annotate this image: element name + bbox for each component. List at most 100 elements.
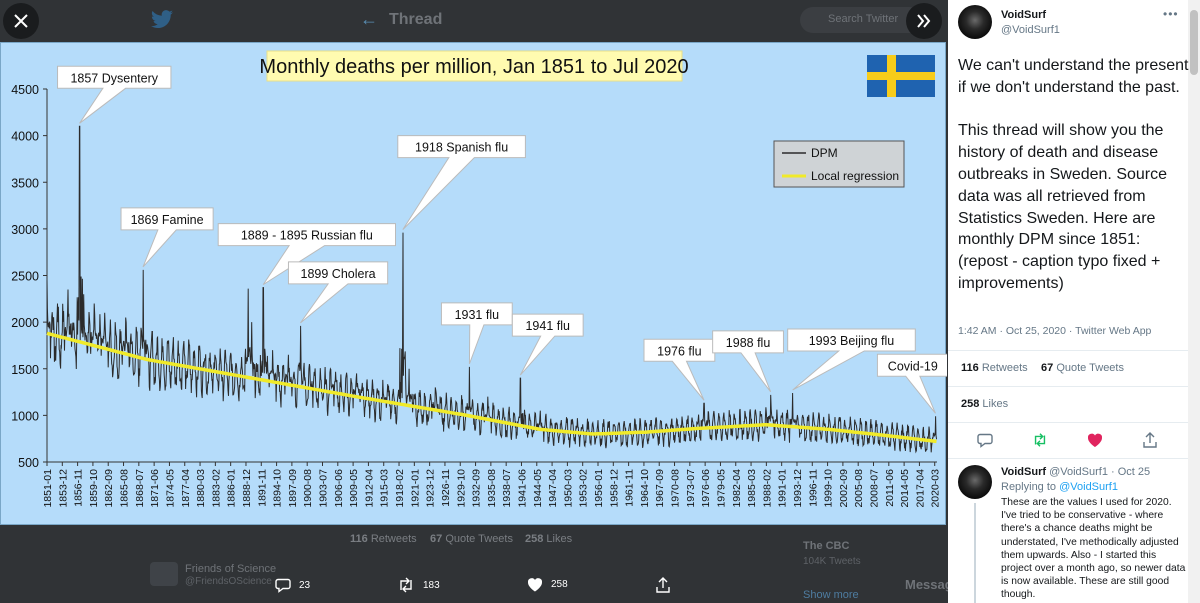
reply-icon (275, 578, 291, 593)
x-tick-label: 1871-06 (149, 469, 161, 508)
backdrop-retweets: 116 Retweets (350, 533, 417, 545)
deaths-chart: 500 1000 1500 2000 2500 3000 3500 4000 4500 1851… (11, 50, 947, 508)
x-tick-label: 1877-04 (180, 469, 192, 508)
scrollbar[interactable] (1188, 0, 1200, 603)
swedish-flag-icon (867, 55, 935, 97)
annotation-label: 1993 Beijing flu (809, 334, 895, 348)
x-tick-label: 1941-06 (516, 469, 528, 508)
y-tick-label: 1500 (11, 363, 39, 377)
backdrop-likes: 258 Likes (525, 533, 573, 545)
x-tick-label: 1853-12 (57, 469, 69, 508)
x-tick-label: 1862-09 (103, 469, 115, 508)
more-options-icon[interactable]: ••• (1163, 7, 1179, 21)
x-tick-label: 1915-03 (379, 469, 391, 508)
y-tick-label: 500 (18, 456, 39, 470)
thread-header-title: Thread (389, 11, 443, 28)
avatar[interactable] (958, 5, 992, 39)
legend-regression-label: Local regression (811, 169, 899, 183)
annotation-label: 1889 - 1895 Russian flu (241, 229, 373, 243)
reply-text: These are the values I used for 2020. I'… (1001, 497, 1186, 601)
chart-title-group: Monthly deaths per million, Jan 1851 to … (259, 50, 689, 82)
back-arrow-icon: ← (360, 9, 378, 29)
y-tick-label: 4000 (11, 130, 39, 144)
x-tick-label: 1912-04 (363, 469, 375, 508)
x-tick-label: 1973-07 (685, 469, 697, 508)
avatar[interactable] (958, 465, 992, 499)
author-handle[interactable]: @VoidSurf1 (1001, 24, 1060, 36)
local-regression-line (46, 331, 937, 444)
x-tick-label: 1886-01 (226, 469, 238, 508)
annotation-label: Covid-19 (888, 359, 938, 373)
annotation-label: 1976 flu (657, 344, 702, 358)
share-icon[interactable] (1142, 432, 1158, 448)
annotation-callout: 1988 flu (712, 330, 784, 393)
x-tick-label: 2011-06 (884, 469, 896, 507)
y-tick-label: 4500 (11, 83, 39, 97)
reply-icon[interactable] (977, 432, 993, 448)
x-tick-label: 1956-01 (593, 469, 605, 508)
x-tick-label: 1874-05 (164, 469, 176, 508)
x-tick-label: 1999-10 (823, 469, 835, 508)
scrollbar-thumb[interactable] (1190, 10, 1198, 75)
divider (948, 422, 1188, 423)
backdrop-trend-name: The CBC (803, 540, 850, 552)
tweet-image: 500 1000 1500 2000 2500 3000 3500 4000 4500 1851… (0, 42, 947, 525)
legend-box (773, 140, 905, 188)
x-tick-label: 2008-07 (869, 469, 881, 508)
heart-icon[interactable] (1087, 432, 1103, 448)
backdrop-trend-sub: 104K Tweets (803, 556, 861, 567)
backdrop-avatar (150, 562, 178, 586)
likes-stat[interactable]: 258 Likes (961, 398, 1009, 410)
tweet-timestamp[interactable]: 1:42 AM · Oct 25, 2020 · Twitter Web App (958, 325, 1152, 337)
annotation-label: 1918 Spanish flu (415, 141, 508, 155)
x-tick-label: 1921-01 (409, 469, 421, 508)
annotation-label: 1941 flu (525, 319, 570, 333)
chart-title: Monthly deaths per million, Jan 1851 to … (259, 56, 688, 78)
search-input: Search Twitter (800, 7, 922, 33)
annotation-label: 1988 flu (726, 336, 771, 350)
backdrop-quotes: 67 Quote Tweets (430, 533, 513, 545)
close-button[interactable] (3, 3, 39, 39)
divider (948, 350, 1188, 351)
reply-action[interactable]: 23 (275, 577, 310, 593)
x-tick-label: 2005-08 (853, 469, 865, 508)
collapse-panel-button[interactable] (906, 3, 942, 39)
chart-title-bg (266, 50, 683, 82)
x-tick-label: 1880-03 (195, 469, 207, 508)
y-tick-label: 3000 (11, 223, 39, 237)
x-tick-label: 1926-11 (440, 469, 452, 507)
retweet-count: 183 (423, 579, 440, 591)
annotation-callout: 1918 Spanish flu (397, 135, 526, 230)
x-tick-label: 1851-01 (42, 469, 54, 508)
x-tick-label: 1970-08 (670, 469, 682, 508)
retweet-action[interactable]: 183 (397, 577, 440, 593)
x-tick-label: 1909-05 (348, 469, 360, 508)
author-name[interactable]: VoidSurf (1001, 9, 1047, 21)
x-tick-label: 1944-05 (532, 469, 544, 508)
replying-to-link[interactable]: @VoidSurf1 (1059, 481, 1118, 493)
x-tick-label: 1935-08 (486, 469, 498, 508)
x-tick-label: 1988-02 (761, 469, 773, 508)
x-tick-label: 1894-10 (272, 469, 284, 508)
reply-count: 23 (299, 579, 311, 591)
x-tick-label: 1891-11 (256, 469, 268, 507)
annotation-callout: 1941 flu (511, 313, 584, 376)
retweet-icon (400, 577, 412, 593)
x-tick-label: 1868-07 (134, 469, 146, 508)
annotation-callout: 1869 Famine (120, 207, 214, 268)
thread-connector (974, 503, 976, 603)
annotation-label: 1931 flu (455, 308, 500, 322)
backdrop-account-handle: @FriendsOScience (185, 576, 272, 587)
backdrop-messages: Messages (905, 577, 948, 592)
like-action[interactable]: 258 (527, 577, 568, 592)
quote-tweets-stat[interactable]: 67 Quote Tweets (1041, 362, 1124, 374)
backdrop-account-name: Friends of Science (185, 563, 277, 575)
retweets-stat[interactable]: 116 Retweets (961, 362, 1028, 374)
retweet-icon[interactable] (1032, 432, 1048, 448)
share-action[interactable] (655, 577, 671, 593)
x-tick-label: 1900-08 (302, 469, 314, 508)
reply-author[interactable]: VoidSurf @VoidSurf1 · Oct 25 (1001, 466, 1151, 478)
x-tick-label: 2017-04 (914, 469, 926, 508)
x-tick-label: 1856-11 (73, 469, 85, 507)
annotation-callout: 1976 flu (643, 338, 716, 401)
